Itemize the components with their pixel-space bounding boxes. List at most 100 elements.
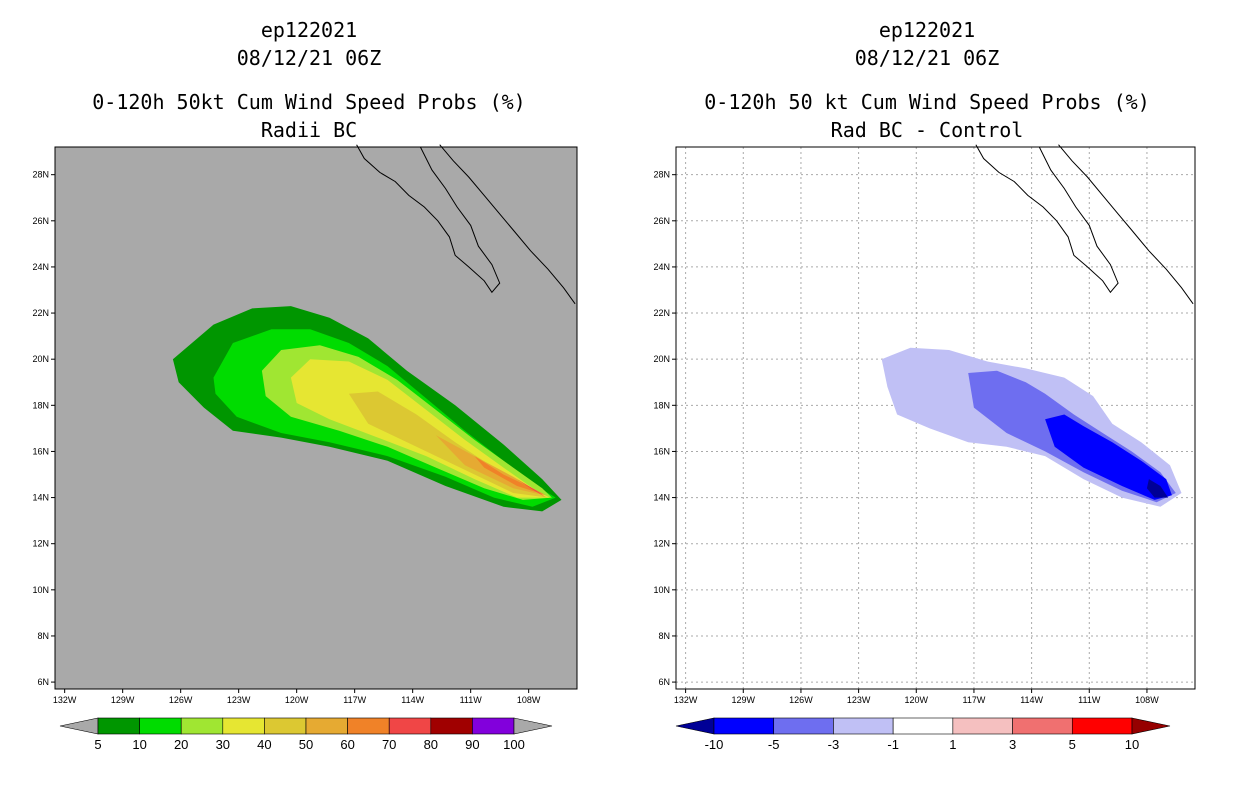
colorbar-swatch xyxy=(773,717,834,735)
y-tick-label: 18N xyxy=(32,400,49,410)
colorbar-swatch xyxy=(833,717,894,735)
x-tick-label: 114W xyxy=(1020,695,1043,705)
right-storm-id: ep122021 xyxy=(878,18,976,42)
coastline-0 xyxy=(356,144,501,294)
plot-frame xyxy=(675,146,1196,690)
x-tick-label: 132W xyxy=(53,695,77,705)
coastline-0 xyxy=(975,144,1119,294)
coastline-1 xyxy=(1058,144,1194,305)
colorbar-label: 3 xyxy=(1009,737,1016,752)
y-tick-label: 28N xyxy=(32,170,49,180)
right-datetime: 08/12/21 06Z xyxy=(854,46,1000,70)
contour-level-50 xyxy=(435,435,545,496)
contour-layers xyxy=(172,306,562,512)
x-tick-label: 129W xyxy=(732,695,756,705)
x-tick-label: 114W xyxy=(401,695,424,705)
left-panel: ep122021 08/12/21 06Z 0-120h 50kt Cum Wi… xyxy=(32,18,578,752)
y-tick-label: 12N xyxy=(32,539,49,549)
colorbar-label: 30 xyxy=(216,737,230,752)
colorbar-label: 10 xyxy=(132,737,146,752)
x-tick-label: 111W xyxy=(460,695,483,705)
y-tick-label: 8N xyxy=(658,631,670,641)
colorbar: 5 10 20 30 40 50 60 70 80 90 100 xyxy=(59,717,553,752)
x-tick-label: 123W xyxy=(847,695,871,705)
y-tick-label: 20N xyxy=(32,354,49,364)
x-tick-label: 111W xyxy=(1078,695,1101,705)
y-tick-label: 12N xyxy=(653,539,670,549)
y-tick-label: 16N xyxy=(32,446,49,456)
colorbar-swatch xyxy=(1071,717,1133,735)
colorbar-label: 40 xyxy=(257,737,271,752)
colorbar-label: 80 xyxy=(424,737,438,752)
y-tick-label: 14N xyxy=(653,493,670,503)
colorbar-label: 20 xyxy=(174,737,188,752)
x-tick-label: 117W xyxy=(343,695,366,705)
y-tick-label: 6N xyxy=(37,677,49,687)
right-subtitle: Rad BC - Control xyxy=(830,118,1024,142)
left-datetime: 08/12/21 06Z xyxy=(236,46,382,70)
colorbar-label: -1 xyxy=(887,737,899,752)
colorbar-swatch xyxy=(97,717,140,735)
x-tick-label: 132W xyxy=(674,695,698,705)
right-chart: 132W 129W 126W 123W 120W 117W 114W 111W 108W 6N 8N… xyxy=(653,144,1196,752)
colorbar: -10 -5 -3 -1 1 3 5 10 xyxy=(675,717,1171,752)
y-tick-label: 22N xyxy=(32,308,49,318)
colorbar-swatch xyxy=(222,717,265,735)
y-tick-label: 26N xyxy=(653,216,670,226)
colorbar-label: 70 xyxy=(382,737,396,752)
colorbar-swatch xyxy=(305,717,348,735)
colorbar-label: -10 xyxy=(705,737,724,752)
x-tick-label: 123W xyxy=(227,695,251,705)
y-tick-label: 24N xyxy=(653,262,670,272)
colorbar-swatch xyxy=(952,717,1013,735)
left-storm-id: ep122021 xyxy=(260,18,358,42)
y-tick-label: 10N xyxy=(653,585,670,595)
y-tick-label: 24N xyxy=(32,262,49,272)
contour-layers xyxy=(881,347,1182,507)
colorbar-label: 10 xyxy=(1125,737,1139,752)
colorbar-over-arrow xyxy=(513,717,553,735)
left-chart: 132W 129W 126W 123W 120W 117W 114W 111W 108W 6N 8N… xyxy=(32,144,578,752)
colorbar-swatch xyxy=(347,717,390,735)
colorbar-under-arrow xyxy=(675,717,715,735)
y-tick-label: 26N xyxy=(32,216,49,226)
colorbar-label: -3 xyxy=(828,737,840,752)
left-title: 0-120h 50kt Cum Wind Speed Probs (%) xyxy=(92,90,526,114)
y-tick-label: 28N xyxy=(653,170,670,180)
colorbar-label: -5 xyxy=(768,737,780,752)
y-tick-label: 20N xyxy=(653,354,670,364)
left-subtitle: Radii BC xyxy=(260,118,358,142)
y-tick-label: 14N xyxy=(32,493,49,503)
colorbar-label: 50 xyxy=(299,737,313,752)
right-title: 0-120h 50 kt Cum Wind Speed Probs (%) xyxy=(704,90,1150,114)
colorbar-over-arrow xyxy=(1131,717,1171,735)
contour-level-neg5 xyxy=(1045,414,1172,500)
x-tick-label: 117W xyxy=(963,695,986,705)
colorbar-label: 5 xyxy=(94,737,101,752)
contour-level-70 xyxy=(517,479,547,498)
x-tick-label: 108W xyxy=(1135,695,1159,705)
colorbar-label: 1 xyxy=(949,737,956,752)
y-tick-label: 10N xyxy=(32,585,49,595)
colorbar-swatch xyxy=(472,717,515,735)
y-tick-label: 18N xyxy=(653,400,670,410)
colorbar-swatch xyxy=(180,717,224,735)
y-tick-label: 6N xyxy=(658,677,670,687)
colorbar-swatch xyxy=(892,717,954,735)
colorbar-swatch xyxy=(388,717,432,735)
x-tick-label: 120W xyxy=(285,695,309,705)
coastline-1 xyxy=(439,144,576,305)
colorbar-label: 5 xyxy=(1069,737,1076,752)
x-tick-label: 129W xyxy=(111,695,135,705)
x-tick-label: 108W xyxy=(517,695,541,705)
colorbar-swatch xyxy=(1012,717,1073,735)
colorbar-label: 100 xyxy=(503,737,525,752)
y-tick-label: 16N xyxy=(653,446,670,456)
y-tick-label: 22N xyxy=(653,308,670,318)
contour-level-neg10 xyxy=(1146,479,1169,498)
x-tick-label: 120W xyxy=(905,695,929,705)
colorbar-label: 60 xyxy=(340,737,354,752)
y-tick-label: 8N xyxy=(37,631,49,641)
colorbar-swatch xyxy=(713,717,775,735)
colorbar-under-arrow xyxy=(59,717,99,735)
